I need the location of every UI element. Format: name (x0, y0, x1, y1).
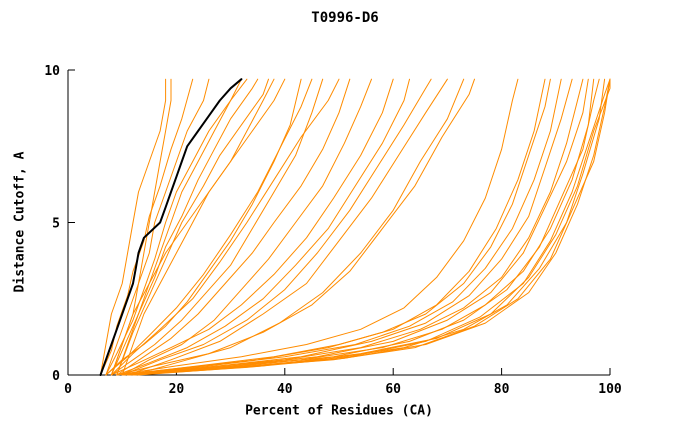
curve-model-24 (121, 78, 546, 376)
x-tick-label: 100 (598, 382, 622, 397)
x-tick-label: 80 (494, 382, 510, 397)
y-tick-label: 10 (44, 64, 60, 79)
curve-model-09 (116, 78, 269, 376)
x-tick-label: 60 (385, 382, 401, 397)
curve-model-15 (110, 78, 394, 376)
curve-model-27 (127, 78, 573, 376)
y-tick-label: 5 (52, 217, 60, 232)
x-axis-label: Percent of Residues (CA) (245, 403, 433, 419)
curve-highlighted-model (99, 78, 243, 376)
curve-model-19 (132, 78, 465, 376)
curve-model-20 (116, 78, 475, 376)
curve-model-36 (132, 78, 611, 376)
curve-model-17 (121, 78, 432, 376)
curve-model-21 (105, 78, 313, 376)
curve-model-22 (110, 78, 340, 376)
y-tick-label: 0 (52, 369, 60, 384)
x-tick-label: 0 (64, 382, 72, 397)
curve-model-16 (116, 78, 410, 376)
curve-model-25 (116, 78, 551, 376)
curve-model-33 (132, 78, 611, 376)
curve-model-04 (116, 78, 242, 376)
x-tick-label: 20 (169, 382, 185, 397)
curve-model-14 (121, 78, 372, 376)
curve-model-32 (127, 78, 606, 376)
curve-model-01 (105, 78, 172, 376)
curve-model-31 (132, 78, 600, 376)
curve-model-03 (100, 78, 194, 376)
curve-model-28 (121, 78, 584, 376)
curve-model-07 (121, 78, 275, 376)
curve-model-05 (105, 78, 248, 376)
curve-model-10 (110, 78, 286, 376)
chart-title: T0996-D6 (311, 10, 379, 26)
curve-model-18 (127, 78, 448, 376)
curve-model-23 (116, 78, 519, 376)
curve-model-26 (121, 78, 562, 376)
curve-model-08 (100, 78, 167, 376)
curve-model-30 (121, 78, 595, 376)
curve-model-35 (138, 78, 611, 376)
curve-model-06 (110, 78, 259, 376)
curve-model-13 (116, 78, 351, 376)
x-tick-label: 40 (277, 382, 293, 397)
curve-model-29 (127, 78, 589, 376)
curve-model-12 (110, 78, 324, 376)
